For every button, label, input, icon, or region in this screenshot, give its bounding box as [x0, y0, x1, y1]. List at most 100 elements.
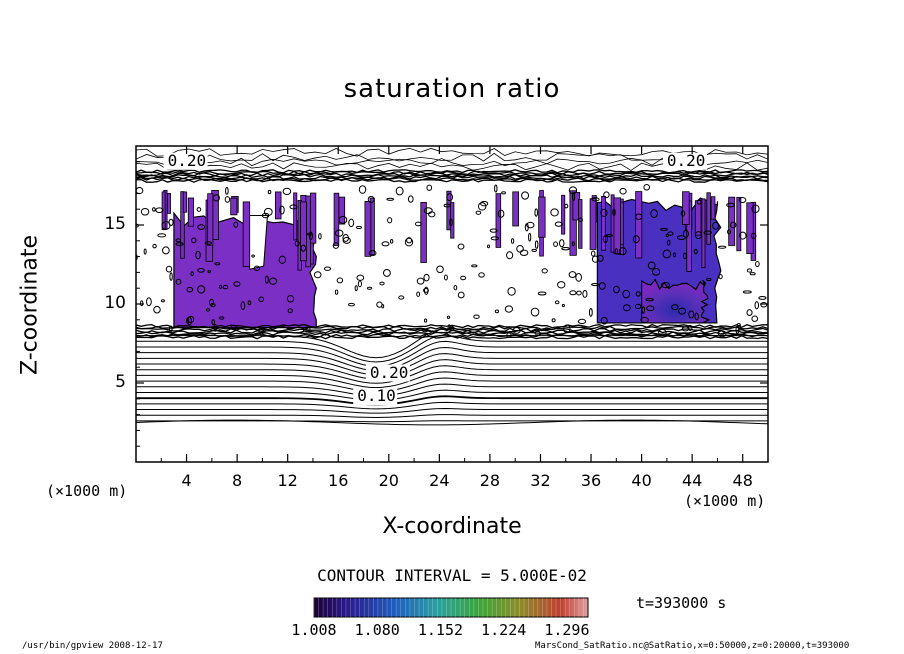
contour-blob	[510, 238, 515, 244]
streak	[167, 192, 171, 214]
contour-blob	[342, 234, 349, 242]
contour-blob	[348, 218, 355, 228]
contour-blob	[507, 286, 516, 296]
streak	[706, 192, 711, 245]
footer-left: /usr/bin/gpview 2008-12-17	[22, 641, 163, 651]
contour-blob	[404, 237, 414, 247]
contour-blob	[211, 319, 215, 326]
streak	[701, 198, 706, 269]
contour-blob	[682, 229, 689, 238]
contour-blob	[746, 309, 753, 316]
contour-blob	[591, 197, 600, 202]
contour-blob	[687, 324, 693, 331]
contour-blob	[190, 271, 194, 277]
contour-label: 0.20	[666, 150, 706, 170]
contour-blob	[662, 249, 672, 259]
contour-blob	[575, 272, 582, 282]
contour-blob	[603, 191, 610, 199]
contour-blob	[379, 281, 385, 286]
contour-blob	[673, 252, 677, 258]
contour-blob	[233, 221, 239, 228]
contour-blob	[605, 234, 614, 238]
contour-blob	[739, 231, 747, 240]
contour-blob	[652, 267, 661, 276]
contour-blob	[416, 277, 425, 285]
x-tick-label: 28	[479, 471, 501, 490]
contour-blob	[457, 291, 465, 299]
contour-label: 0.20	[369, 362, 409, 382]
footer-right: MarsCond_SatRatio.nc@SatRatio,x=0:50000,…	[535, 641, 850, 651]
contour-blob	[414, 221, 422, 227]
contour-blob	[602, 235, 609, 243]
contour-blob	[738, 196, 747, 204]
contour-blob	[426, 184, 433, 191]
x-tick-label: 4	[181, 471, 192, 490]
contour-blob	[534, 208, 538, 217]
contour-blob	[688, 310, 695, 319]
contour-blob	[233, 281, 241, 287]
contour-blob	[294, 240, 300, 247]
contour-blob	[196, 207, 202, 212]
contour-blob	[727, 229, 731, 235]
contour-blob	[152, 243, 157, 249]
contour-blob	[751, 204, 760, 214]
contour-blob	[219, 284, 223, 290]
streak	[161, 191, 166, 231]
streak	[364, 200, 372, 257]
contour-blob	[526, 221, 535, 229]
x-tick-label: 44	[681, 471, 703, 490]
x-tick-label: 16	[328, 471, 349, 490]
contour-blob	[578, 217, 583, 223]
contour-blob	[634, 303, 642, 310]
contour-blob	[261, 212, 270, 219]
streak	[333, 192, 340, 246]
contour-blob	[334, 289, 339, 295]
contour-blob	[703, 230, 712, 235]
contour-blob	[436, 265, 444, 274]
contour-blob	[571, 192, 576, 201]
contour-blob	[641, 306, 646, 314]
contour-blob	[635, 213, 643, 220]
y-tick-label: 5	[115, 372, 126, 392]
contour-blob	[475, 210, 482, 215]
contour-blob	[253, 265, 261, 271]
contour-label: 0.10	[357, 386, 396, 406]
contour-blob	[313, 271, 322, 279]
cloud-base-contour	[136, 325, 768, 331]
contour-blob	[225, 187, 229, 195]
contour-blob	[407, 195, 414, 203]
upper-contour	[136, 157, 768, 167]
contour-blob	[161, 221, 171, 230]
contour-blob	[516, 244, 524, 253]
contour-blob	[279, 205, 285, 215]
streak	[746, 202, 754, 254]
contour-blob	[480, 200, 489, 207]
contour-blob	[524, 223, 529, 232]
y-tick-label: 10	[104, 293, 126, 313]
streak	[694, 200, 702, 236]
streak	[495, 193, 502, 248]
chart-title: saturation ratio	[343, 74, 561, 104]
contour-blob	[742, 290, 752, 294]
contour-blob	[449, 218, 453, 227]
contour-blob	[358, 185, 367, 194]
contour-blob	[553, 241, 559, 247]
contour-blob	[749, 272, 756, 276]
colorbar	[313, 597, 589, 618]
contour-blob	[647, 261, 656, 270]
contour-blob	[336, 277, 344, 284]
contour-blob	[446, 193, 454, 202]
contour-blob	[758, 295, 767, 300]
contour-blob	[367, 195, 375, 204]
contour-blob	[559, 239, 565, 248]
axis-ticks	[136, 146, 769, 462]
contour-blob	[706, 277, 712, 282]
cloud-top-contour	[136, 173, 768, 179]
contour-blob	[240, 301, 246, 311]
contour-line	[136, 420, 768, 423]
contour-label-bg	[163, 152, 208, 170]
contour-blob	[519, 249, 529, 256]
contour-label-bg	[353, 388, 398, 406]
contour-blob	[537, 291, 547, 296]
contour-blob	[671, 304, 679, 311]
